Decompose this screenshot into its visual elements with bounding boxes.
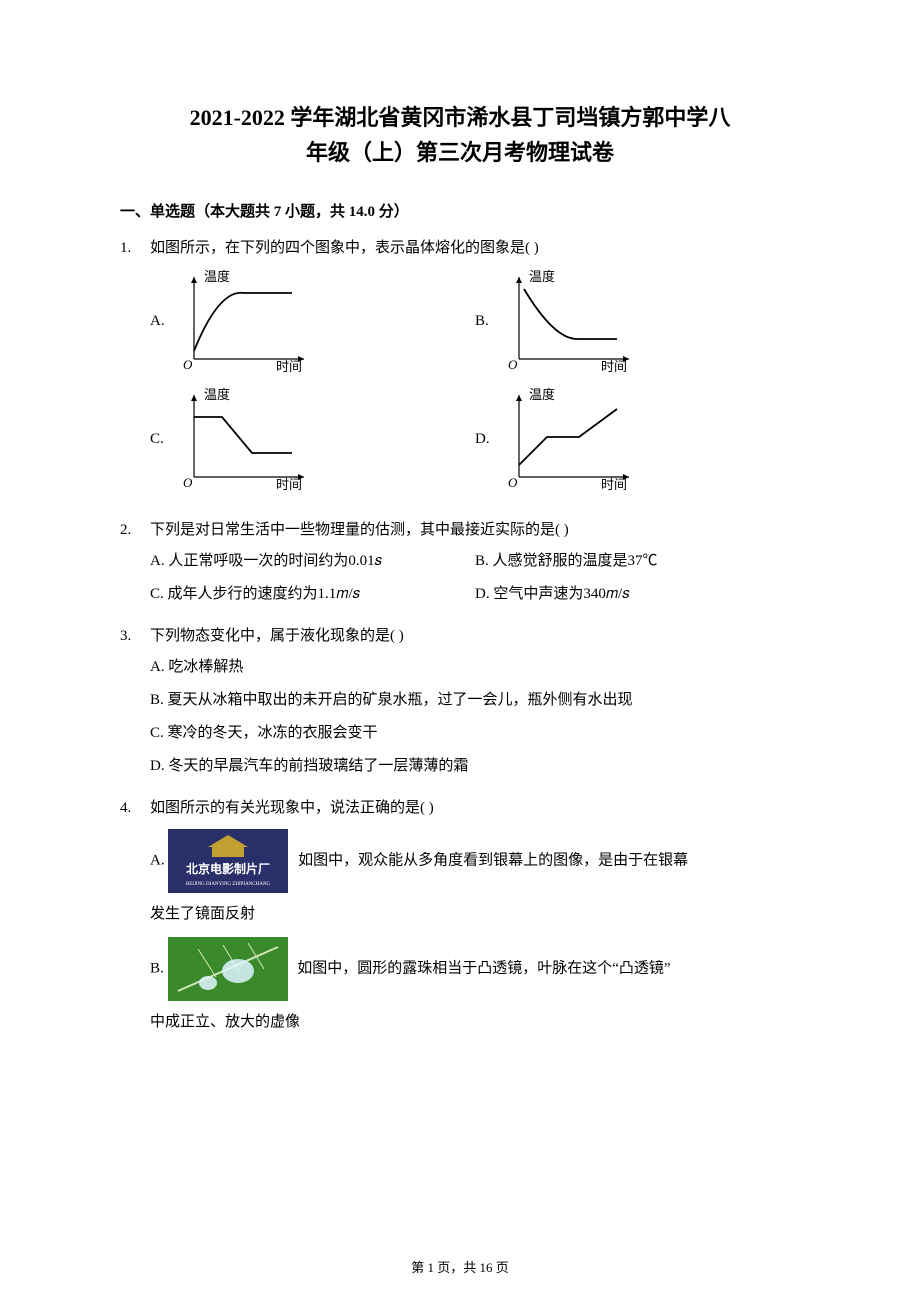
q4-a-letter: A. <box>150 853 165 869</box>
q4-a-cont: 发生了镜面反射 <box>150 899 800 931</box>
q2-choice-b: B. 人感觉舒服的温度是37℃ <box>475 545 800 578</box>
question-3: 3. 下列物态变化中，属于液化现象的是( ) A. 吃冰棒解热 B. 夏天从冰箱… <box>120 621 800 783</box>
q1-graph-a: 温度 O 时间 <box>174 269 314 373</box>
axis-ylabel: 温度 <box>529 269 555 284</box>
q2-choice-c: C. 成年人步行的速度约为1.1𝑚/𝑠 <box>150 578 475 611</box>
q2-d-text: 空气中声速为340𝑚/𝑠 <box>493 586 629 602</box>
q4-a-text: 如图中，观众能从多角度看到银幕上的图像，是由于在银幕 <box>298 853 688 869</box>
film-logo-text: 北京电影制片厂 <box>186 861 270 876</box>
q2-a-letter: A. <box>150 553 165 569</box>
q3-choice-b: B. 夏天从冰箱中取出的未开启的矿泉水瓶，过了一会儿，瓶外侧有水出现 <box>150 684 800 717</box>
q1-choice-b: B. 温度 O 时间 <box>475 269 800 373</box>
page-footer: 第 1 页，共 16 页 <box>120 1257 800 1276</box>
q3-a-text: 吃冰棒解热 <box>168 659 243 675</box>
axis-origin: O <box>183 357 193 372</box>
question-1: 1. 如图所示，在下列的四个图象中，表示晶体熔化的图象是( ) A. 温度 O … <box>120 233 800 505</box>
q1-choice-a: A. 温度 O 时间 <box>150 269 475 373</box>
q1-choice-d: D. 温度 O 时间 <box>475 387 800 491</box>
q1-choice-c: C. 温度 O 时间 <box>150 387 475 491</box>
q2-stem: 下列是对日常生活中一些物理量的估测，其中最接近实际的是( ) <box>150 515 800 545</box>
axis-origin: O <box>508 357 518 372</box>
q2-b-text: 人感觉舒服的温度是37℃ <box>493 553 658 569</box>
axis-xlabel: 时间 <box>276 477 302 491</box>
axis-ylabel: 温度 <box>204 387 230 402</box>
q2-c-text: 成年人步行的速度约为1.1𝑚/𝑠 <box>168 586 361 602</box>
q3-choice-c: C. 寒冷的冬天，冰冻的衣服会变干 <box>150 717 800 750</box>
q3-b-text: 夏天从冰箱中取出的未开启的矿泉水瓶，过了一会儿，瓶外侧有水出现 <box>168 692 633 708</box>
q1-number: 1. <box>120 233 150 505</box>
q2-b-letter: B. <box>475 553 489 569</box>
axis-ylabel: 温度 <box>529 387 555 402</box>
q1-choice-c-letter: C. <box>150 424 166 454</box>
q4-stem: 如图所示的有关光现象中，说法正确的是( ) <box>150 793 800 823</box>
q4-number: 4. <box>120 793 150 1038</box>
page: 2021-2022 学年湖北省黄冈市浠水县丁司垱镇方郭中学八 年级（上）第三次月… <box>0 0 920 1302</box>
q3-d-letter: D. <box>150 758 165 774</box>
q1-body: 如图所示，在下列的四个图象中，表示晶体熔化的图象是( ) A. 温度 O 时间 <box>150 233 800 505</box>
film-logo-subtext: BEIJING DIANYING ZHIPIANCHANG <box>186 882 271 887</box>
q4-b-text: 如图中，圆形的露珠相当于凸透镜，叶脉在这个“凸透镜” <box>297 960 670 976</box>
q3-number: 3. <box>120 621 150 783</box>
axis-origin: O <box>508 475 518 490</box>
q4-b-cont: 中成正立、放大的虚像 <box>150 1007 800 1039</box>
q2-number: 2. <box>120 515 150 611</box>
q3-b-letter: B. <box>150 692 164 708</box>
q2-choices: A. 人正常呼吸一次的时间约为0.01𝑠 B. 人感觉舒服的温度是37℃ C. … <box>150 545 800 611</box>
axis-origin: O <box>183 475 193 490</box>
question-2: 2. 下列是对日常生活中一些物理量的估测，其中最接近实际的是( ) A. 人正常… <box>120 515 800 611</box>
q1-choice-d-letter: D. <box>475 424 491 454</box>
q3-a-letter: A. <box>150 659 165 675</box>
q2-body: 下列是对日常生活中一些物理量的估测，其中最接近实际的是( ) A. 人正常呼吸一… <box>150 515 800 611</box>
q3-d-text: 冬天的早晨汽车的前挡玻璃结了一层薄薄的霜 <box>168 758 468 774</box>
title-line-2: 年级（上）第三次月考物理试卷 <box>120 135 800 170</box>
q1-choice-a-letter: A. <box>150 306 166 336</box>
q3-c-text: 寒冷的冬天，冰冻的衣服会变干 <box>168 725 378 741</box>
film-logo-icon: 北京电影制片厂 BEIJING DIANYING ZHIPIANCHANG <box>168 829 288 893</box>
leaf-dew-icon <box>168 937 288 1001</box>
q3-body: 下列物态变化中，属于液化现象的是( ) A. 吃冰棒解热 B. 夏天从冰箱中取出… <box>150 621 800 783</box>
axis-xlabel: 时间 <box>601 359 627 373</box>
q3-choice-d: D. 冬天的早晨汽车的前挡玻璃结了一层薄薄的霜 <box>150 750 800 783</box>
axis-xlabel: 时间 <box>601 477 627 491</box>
axis-xlabel: 时间 <box>276 359 302 373</box>
q4-body: 如图所示的有关光现象中，说法正确的是( ) A. 北京电影制片厂 BEIJING… <box>150 793 800 1038</box>
q2-c-letter: C. <box>150 586 164 602</box>
q4-b-letter: B. <box>150 960 164 976</box>
q2-d-letter: D. <box>475 586 490 602</box>
q1-choice-b-letter: B. <box>475 306 491 336</box>
q4-choice-b: B. 如图中，圆形的露珠相当于凸透镜，叶脉在这个“凸透镜” <box>150 931 800 1007</box>
q3-choice-a: A. 吃冰棒解热 <box>150 651 800 684</box>
q3-stem: 下列物态变化中，属于液化现象的是( ) <box>150 621 800 651</box>
q2-choice-d: D. 空气中声速为340𝑚/𝑠 <box>475 578 800 611</box>
q1-graph-d: 温度 O 时间 <box>499 387 639 491</box>
q1-graph-c: 温度 O 时间 <box>174 387 314 491</box>
q1-graph-b: 温度 O 时间 <box>499 269 639 373</box>
question-4: 4. 如图所示的有关光现象中，说法正确的是( ) A. 北京电影制片厂 BEIJ… <box>120 793 800 1038</box>
q1-choice-grid: A. 温度 O 时间 B. <box>150 269 800 505</box>
axis-ylabel: 温度 <box>204 269 230 284</box>
q2-choice-a: A. 人正常呼吸一次的时间约为0.01𝑠 <box>150 545 475 578</box>
q4-choice-a: A. 北京电影制片厂 BEIJING DIANYING ZHIPIANCHANG… <box>150 823 800 899</box>
q2-a-text: 人正常呼吸一次的时间约为0.01𝑠 <box>168 553 382 569</box>
q3-c-letter: C. <box>150 725 164 741</box>
section-heading: 一、单选题（本大题共 7 小题，共 14.0 分） <box>120 200 800 221</box>
q3-choices: A. 吃冰棒解热 B. 夏天从冰箱中取出的未开启的矿泉水瓶，过了一会儿，瓶外侧有… <box>150 651 800 783</box>
title-line-1: 2021-2022 学年湖北省黄冈市浠水县丁司垱镇方郭中学八 <box>120 100 800 135</box>
q1-stem: 如图所示，在下列的四个图象中，表示晶体熔化的图象是( ) <box>150 233 800 263</box>
